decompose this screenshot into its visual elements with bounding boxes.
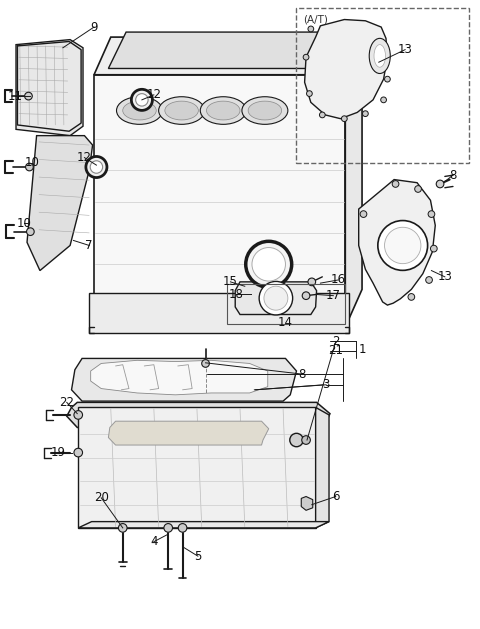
Text: 8: 8 (299, 367, 306, 381)
Text: 9: 9 (90, 21, 98, 33)
Ellipse shape (248, 101, 282, 120)
Circle shape (341, 116, 347, 121)
Text: 1: 1 (358, 343, 366, 355)
Circle shape (132, 89, 153, 111)
Text: 13: 13 (437, 270, 452, 283)
Text: (A/T): (A/T) (303, 14, 328, 25)
Text: 20: 20 (94, 491, 108, 504)
Polygon shape (359, 179, 435, 305)
Ellipse shape (123, 101, 156, 120)
Circle shape (26, 228, 34, 235)
Text: 8: 8 (449, 169, 456, 182)
Text: 11: 11 (8, 89, 23, 103)
Polygon shape (91, 360, 268, 395)
Circle shape (259, 281, 293, 315)
Polygon shape (108, 421, 269, 445)
Circle shape (25, 163, 33, 171)
Circle shape (378, 221, 428, 270)
Circle shape (202, 360, 209, 367)
Text: 17: 17 (326, 289, 341, 302)
Circle shape (384, 227, 421, 264)
Polygon shape (94, 75, 345, 327)
Circle shape (90, 161, 103, 173)
Polygon shape (78, 408, 316, 528)
Text: 19: 19 (50, 446, 66, 459)
Circle shape (307, 91, 312, 96)
Text: 10: 10 (16, 217, 31, 230)
Text: 3: 3 (323, 378, 330, 391)
Circle shape (246, 242, 292, 287)
Polygon shape (16, 40, 83, 136)
Text: 15: 15 (223, 276, 238, 288)
Circle shape (320, 112, 325, 118)
Circle shape (426, 277, 432, 283)
Text: 12: 12 (77, 151, 92, 164)
Circle shape (408, 294, 415, 300)
Text: 16: 16 (331, 274, 346, 286)
Text: 5: 5 (194, 550, 202, 562)
Ellipse shape (200, 97, 246, 125)
Polygon shape (94, 37, 362, 75)
Circle shape (252, 248, 286, 281)
Polygon shape (78, 521, 329, 528)
Circle shape (384, 76, 390, 82)
Ellipse shape (374, 45, 385, 67)
Circle shape (74, 411, 83, 419)
Polygon shape (235, 282, 317, 314)
Ellipse shape (158, 97, 204, 125)
Text: 13: 13 (398, 43, 412, 56)
Text: 10: 10 (24, 156, 39, 169)
Polygon shape (301, 496, 313, 510)
Ellipse shape (369, 38, 390, 74)
Circle shape (308, 278, 316, 286)
Text: 18: 18 (229, 288, 244, 301)
Text: 12: 12 (146, 88, 161, 101)
Polygon shape (305, 19, 387, 119)
Circle shape (302, 292, 310, 299)
Ellipse shape (242, 97, 288, 125)
Ellipse shape (117, 97, 162, 125)
Circle shape (392, 181, 399, 187)
Text: 14: 14 (278, 316, 293, 328)
Circle shape (381, 97, 386, 103)
Circle shape (86, 157, 107, 177)
Text: 22: 22 (59, 396, 74, 409)
Circle shape (362, 111, 368, 116)
Circle shape (431, 245, 437, 252)
Polygon shape (27, 136, 93, 270)
Polygon shape (345, 37, 362, 327)
Polygon shape (67, 403, 330, 428)
Ellipse shape (206, 101, 240, 120)
Circle shape (264, 286, 288, 310)
Circle shape (164, 523, 172, 532)
Circle shape (302, 436, 311, 444)
Circle shape (415, 186, 421, 192)
Circle shape (360, 211, 367, 218)
Text: 4: 4 (150, 535, 157, 548)
Circle shape (74, 448, 83, 457)
Text: 21: 21 (328, 345, 343, 357)
Text: 2: 2 (332, 335, 339, 348)
Circle shape (24, 92, 32, 100)
Text: 6: 6 (332, 490, 339, 503)
Circle shape (136, 94, 148, 106)
Circle shape (436, 180, 444, 188)
Circle shape (178, 523, 187, 532)
Circle shape (290, 433, 303, 447)
Circle shape (308, 26, 314, 32)
Circle shape (119, 523, 127, 532)
Circle shape (428, 211, 435, 218)
Circle shape (303, 54, 309, 60)
Ellipse shape (165, 101, 198, 120)
Polygon shape (89, 292, 349, 333)
Text: 7: 7 (85, 239, 93, 252)
Polygon shape (108, 32, 357, 69)
Polygon shape (72, 359, 297, 401)
Polygon shape (316, 408, 329, 528)
